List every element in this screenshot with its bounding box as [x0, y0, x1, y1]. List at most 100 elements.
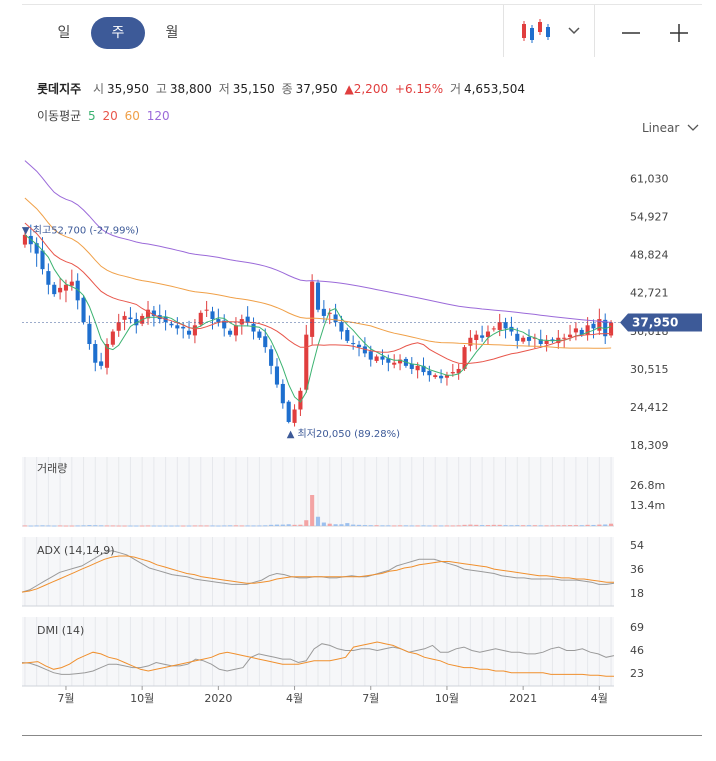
candle-body [233, 325, 238, 336]
candle-body [603, 319, 608, 337]
candle-body [292, 409, 297, 423]
volume-bar [269, 524, 274, 526]
chevron-down-icon [568, 27, 580, 35]
x-tick-label: 10월 [435, 692, 459, 705]
volume-bar [591, 524, 596, 526]
candle-body [315, 282, 321, 310]
volume-bar [392, 525, 397, 527]
y-tick-label: 48,824 [630, 249, 669, 262]
volume-bar [245, 525, 250, 527]
candle-body [304, 334, 309, 390]
scale-label: Linear [642, 121, 680, 135]
candle-body [251, 323, 256, 332]
candle-body [333, 314, 338, 323]
zoom-out-button[interactable] [617, 18, 647, 48]
volume-bar [368, 525, 373, 527]
candle-body [186, 330, 192, 335]
y-tick-label: 30,515 [630, 363, 669, 376]
volume-bar [257, 525, 262, 527]
volume-bar [28, 525, 33, 527]
volume-bar [181, 525, 186, 527]
tab-monthly[interactable]: 월 [165, 25, 179, 41]
volume-tick-label: 26.8m [630, 479, 665, 492]
price-summary: 롯데지주 시 35,950 고 38,800 저 35,150 종 37,950 ▲2,… [37, 80, 528, 97]
volume-bar [286, 524, 291, 526]
change-arrow: ▲ [344, 82, 354, 96]
x-tick-label: 10월 [130, 692, 154, 705]
volume-bar [34, 525, 39, 527]
dmi-tick-label: 69 [630, 621, 644, 634]
volume-bar [497, 524, 502, 526]
dmi-tick-label: 23 [630, 667, 644, 680]
volume-bar [151, 525, 156, 527]
volume-bar [251, 525, 256, 527]
volume-bar [110, 525, 115, 527]
volume-bar [99, 525, 104, 527]
volume-bar [228, 525, 233, 527]
volume-bar [304, 520, 309, 526]
volume-bar [192, 525, 197, 527]
candle-body [362, 346, 367, 354]
candle-body [321, 308, 326, 316]
tab-daily[interactable]: 일 [57, 25, 71, 41]
volume-bar [579, 525, 584, 527]
candle-body [222, 320, 227, 329]
volume-bar [444, 525, 450, 527]
y-tick-label: 24,412 [630, 401, 669, 414]
volume-bar [186, 525, 192, 527]
volume-bar [427, 525, 432, 527]
volume-bar [521, 525, 526, 527]
ma120-line [24, 160, 612, 323]
candle-body [122, 315, 127, 320]
candle-body [22, 234, 27, 245]
candle-body [216, 319, 221, 323]
top-divider [22, 4, 702, 5]
candle-body [327, 312, 332, 314]
volume-bar [374, 525, 379, 527]
volume-bar [292, 524, 297, 526]
volume-bar [474, 524, 479, 526]
candle-body [480, 335, 485, 338]
bottom-divider [22, 735, 702, 736]
volume-bar [169, 525, 174, 527]
tab-weekly[interactable]: 주 [91, 17, 145, 49]
ma-20: 20 [102, 109, 118, 123]
candle-body [380, 356, 385, 360]
volume-bar [550, 525, 555, 527]
adx-signal-line [21, 555, 614, 593]
volume-bar [515, 525, 520, 527]
candle-body [591, 323, 596, 329]
dmi-plus-line [21, 641, 614, 677]
candle-body [597, 319, 602, 331]
candle-body [509, 326, 514, 332]
candle-body [63, 284, 69, 291]
candle-body [169, 323, 174, 326]
chart-type-selector[interactable] [517, 18, 587, 48]
candle-body [128, 317, 133, 320]
volume-bar [63, 525, 69, 527]
high-marker: ▼ 최고52,700 (-27.99%) [22, 224, 139, 236]
candle-body [116, 322, 121, 331]
candle-body [538, 339, 543, 345]
volume-bar [380, 525, 385, 527]
volume-bar [597, 524, 602, 526]
volume-bar [562, 525, 567, 527]
volume-bar [222, 525, 227, 527]
volume-bar [274, 524, 280, 526]
scale-selector[interactable]: Linear [642, 121, 699, 135]
candle-body [491, 328, 496, 330]
candle-body [104, 344, 110, 368]
zoom-in-button[interactable] [665, 18, 695, 48]
candle-body [356, 344, 362, 348]
candle-body [52, 284, 57, 295]
moving-average-legend: 이동평균 5 20 60 120 [37, 107, 173, 124]
volume-bar [456, 525, 461, 527]
candle-body [204, 309, 209, 311]
candle-body [274, 366, 280, 385]
volume-bar [409, 525, 414, 527]
candle-body [515, 333, 520, 341]
candle-body [573, 328, 578, 333]
candle-body [298, 390, 303, 410]
volume-bar [433, 525, 438, 527]
candle-body [87, 323, 92, 345]
